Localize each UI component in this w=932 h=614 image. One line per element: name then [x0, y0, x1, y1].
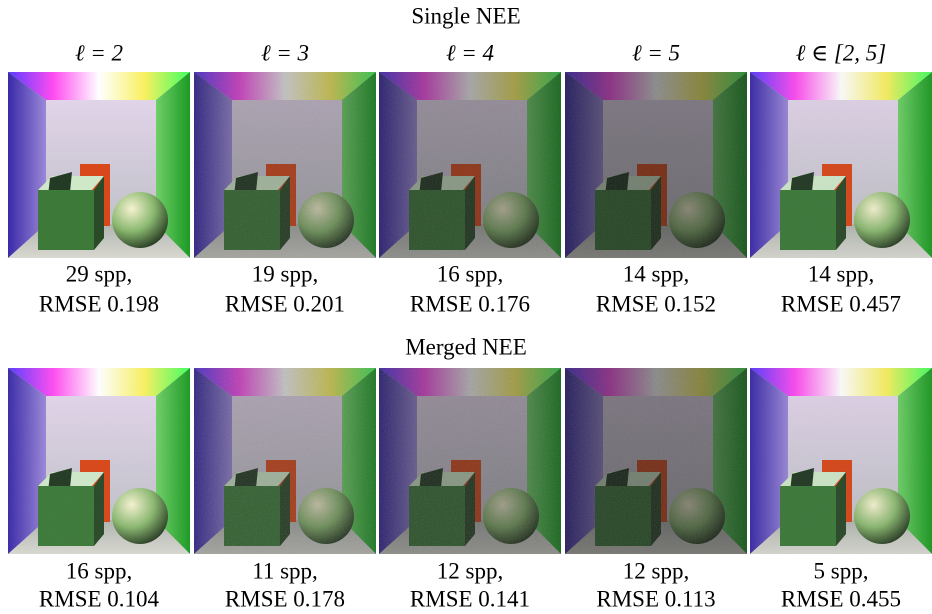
caption-rmse: RMSE 0.104 [39, 586, 160, 611]
caption-spp: 16 spp, [437, 261, 503, 286]
caption-rmse: RMSE 0.141 [410, 586, 530, 611]
render-dim [194, 368, 376, 554]
caption-rmse: RMSE 0.113 [596, 586, 715, 611]
caption-spp: 16 spp, [66, 558, 132, 583]
figure: ℓ = 2 ℓ = 3 ℓ = 4 ℓ = 5 ℓ ∈ [2, 5] Single NEE… [0, 0, 932, 614]
render-dim [565, 368, 747, 554]
caption-rmse: RMSE 0.455 [781, 586, 901, 611]
render-dim [750, 368, 932, 554]
caption-spp: 12 spp, [623, 558, 689, 583]
caption-rmse: RMSE 0.152 [596, 291, 716, 316]
caption-spp: 12 spp, [437, 558, 503, 583]
render-dim [379, 368, 561, 554]
render-noise [8, 368, 190, 554]
section-title: Merged NEE [405, 334, 527, 359]
column-header: ℓ = 3 [261, 40, 309, 65]
column-header: ℓ ∈ [2, 5] [796, 40, 887, 65]
render-dim [194, 72, 376, 258]
caption-spp: 14 spp, [808, 261, 874, 286]
content: ℓ = 2 ℓ = 3 ℓ = 4 ℓ = 5 ℓ ∈ [2, 5] Single NEE… [8, 3, 932, 611]
render-image [8, 72, 190, 258]
section-title: Single NEE [411, 3, 520, 28]
caption-spp: 19 spp, [252, 261, 318, 286]
render-dim [750, 72, 932, 258]
render-dim [565, 72, 747, 258]
render-dim [379, 72, 561, 258]
column-header: ℓ = 4 [446, 40, 494, 65]
caption-spp: 5 spp, [814, 558, 869, 583]
caption-rmse: RMSE 0.457 [781, 291, 901, 316]
caption-rmse: RMSE 0.198 [39, 291, 159, 316]
caption-rmse: RMSE 0.201 [225, 291, 345, 316]
caption-spp: 29 spp, [66, 261, 132, 286]
caption-rmse: RMSE 0.178 [225, 586, 345, 611]
column-header: ℓ = 5 [632, 40, 680, 65]
caption-rmse: RMSE 0.176 [410, 291, 530, 316]
caption-spp: 11 spp, [252, 558, 318, 583]
caption-spp: 14 spp, [623, 261, 689, 286]
column-header: ℓ = 2 [75, 40, 123, 65]
